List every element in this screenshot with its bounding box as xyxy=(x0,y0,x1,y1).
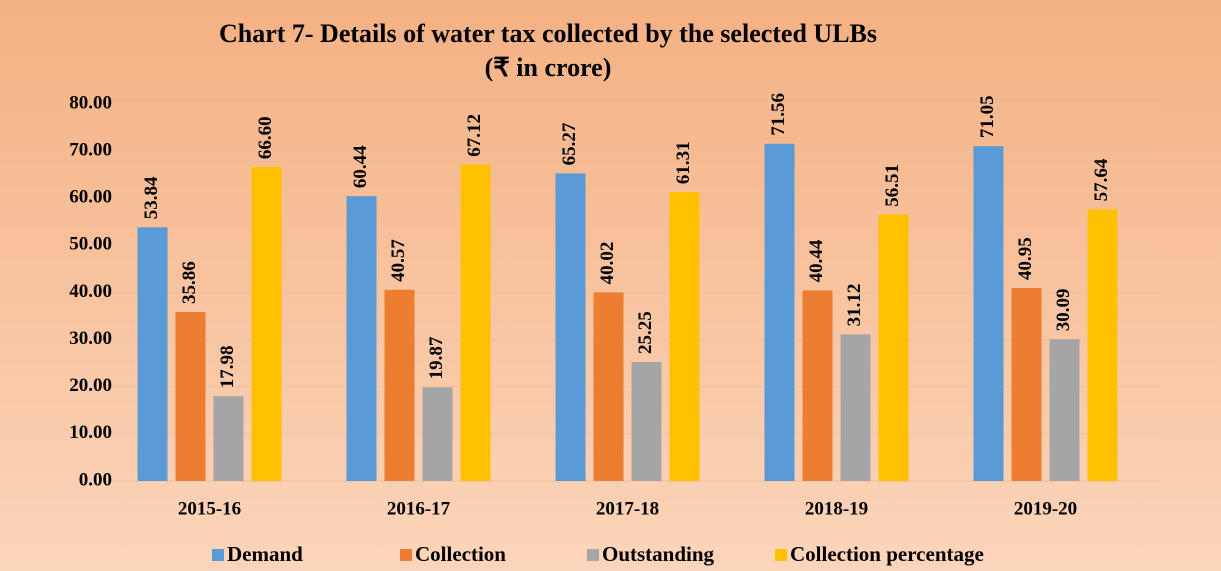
legend-label: Demand xyxy=(227,542,303,566)
legend-swatch xyxy=(775,549,787,561)
data-label: 31.12 xyxy=(844,284,865,327)
data-label: 19.87 xyxy=(426,336,447,379)
bar xyxy=(1049,339,1080,481)
bar xyxy=(802,290,833,481)
data-label: 66.60 xyxy=(255,116,276,159)
data-label: 56.51 xyxy=(882,164,903,207)
chart-subtitle: (₹ in crore) xyxy=(485,53,612,82)
bar xyxy=(764,143,795,481)
data-label: 60.44 xyxy=(350,145,371,188)
y-tick-label: 10.00 xyxy=(69,422,112,443)
legend-swatch xyxy=(212,549,224,561)
bar xyxy=(175,312,206,481)
bar xyxy=(631,362,662,481)
y-tick-label: 50.00 xyxy=(69,234,112,255)
data-label: 25.25 xyxy=(635,311,656,354)
x-tick-label: 2019-20 xyxy=(1014,498,1077,519)
bar xyxy=(1087,209,1118,481)
bar xyxy=(346,196,377,481)
data-label: 57.64 xyxy=(1091,158,1112,201)
data-label: 40.95 xyxy=(1015,237,1036,280)
bar xyxy=(460,164,491,481)
data-label: 65.27 xyxy=(559,122,580,165)
data-label: 30.09 xyxy=(1053,288,1074,331)
bar xyxy=(1011,288,1042,481)
y-tick-label: 30.00 xyxy=(69,328,112,349)
data-label: 67.12 xyxy=(464,114,485,157)
bar xyxy=(384,289,415,481)
bar xyxy=(840,334,871,481)
y-tick-label: 0.00 xyxy=(79,469,112,490)
legend-label: Outstanding xyxy=(602,542,715,566)
chart-title: Chart 7- Details of water tax collected … xyxy=(219,19,877,48)
bar xyxy=(137,227,168,481)
x-tick-label: 2018-19 xyxy=(805,498,868,519)
bar xyxy=(973,146,1004,481)
x-tick-label: 2015-16 xyxy=(178,498,241,519)
bar xyxy=(422,387,453,481)
bar xyxy=(669,192,700,481)
x-tick-label: 2016-17 xyxy=(387,498,451,519)
data-label: 17.98 xyxy=(217,346,238,389)
data-label: 35.86 xyxy=(179,261,200,304)
data-label: 71.05 xyxy=(977,95,998,138)
y-tick-label: 60.00 xyxy=(69,187,112,208)
x-tick-label: 2017-18 xyxy=(596,498,659,519)
bar xyxy=(555,173,586,481)
data-label: 53.84 xyxy=(141,176,162,219)
legend-swatch xyxy=(587,549,599,561)
data-label: 40.02 xyxy=(597,242,618,285)
data-label: 71.56 xyxy=(768,93,789,136)
legend-label: Collection percentage xyxy=(790,542,984,566)
data-label: 61.31 xyxy=(673,141,694,184)
data-label: 40.44 xyxy=(806,239,827,282)
legend-swatch xyxy=(400,549,412,561)
bar xyxy=(878,214,909,481)
y-tick-label: 70.00 xyxy=(69,139,112,160)
bar xyxy=(251,167,282,481)
legend-label: Collection xyxy=(415,542,506,566)
y-tick-label: 40.00 xyxy=(69,281,112,302)
y-tick-label: 20.00 xyxy=(69,375,112,396)
bar xyxy=(213,396,244,481)
bar xyxy=(593,292,624,481)
y-tick-label: 80.00 xyxy=(69,92,112,113)
data-label: 40.57 xyxy=(388,239,409,282)
